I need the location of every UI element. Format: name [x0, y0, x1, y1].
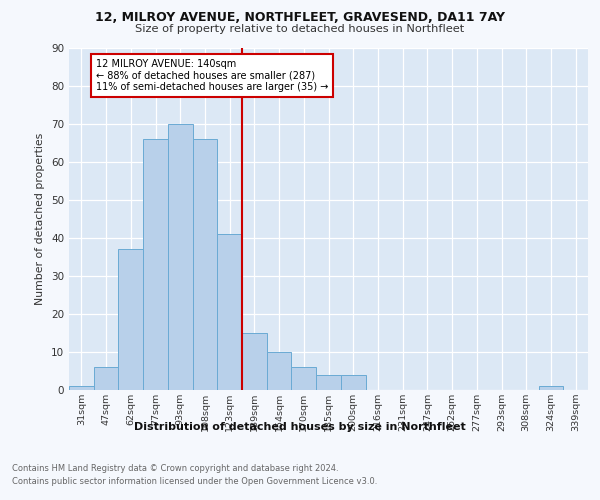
Bar [316, 375, 341, 390]
Bar [69, 386, 94, 390]
Y-axis label: Number of detached properties: Number of detached properties [35, 132, 46, 305]
Text: Distribution of detached houses by size in Northfleet: Distribution of detached houses by size … [134, 422, 466, 432]
Text: Contains HM Land Registry data © Crown copyright and database right 2024.: Contains HM Land Registry data © Crown c… [12, 464, 338, 473]
Bar [242, 333, 267, 390]
Bar [118, 249, 143, 390]
Text: Contains public sector information licensed under the Open Government Licence v3: Contains public sector information licen… [12, 477, 377, 486]
Bar [193, 139, 217, 390]
Bar [267, 352, 292, 390]
Text: 12, MILROY AVENUE, NORTHFLEET, GRAVESEND, DA11 7AY: 12, MILROY AVENUE, NORTHFLEET, GRAVESEND… [95, 11, 505, 24]
Bar [292, 367, 316, 390]
Bar [94, 367, 118, 390]
Bar [539, 386, 563, 390]
Text: Size of property relative to detached houses in Northfleet: Size of property relative to detached ho… [136, 24, 464, 34]
Bar [168, 124, 193, 390]
Bar [143, 139, 168, 390]
Text: 12 MILROY AVENUE: 140sqm
← 88% of detached houses are smaller (287)
11% of semi-: 12 MILROY AVENUE: 140sqm ← 88% of detach… [96, 59, 329, 92]
Bar [217, 234, 242, 390]
Bar [341, 375, 365, 390]
